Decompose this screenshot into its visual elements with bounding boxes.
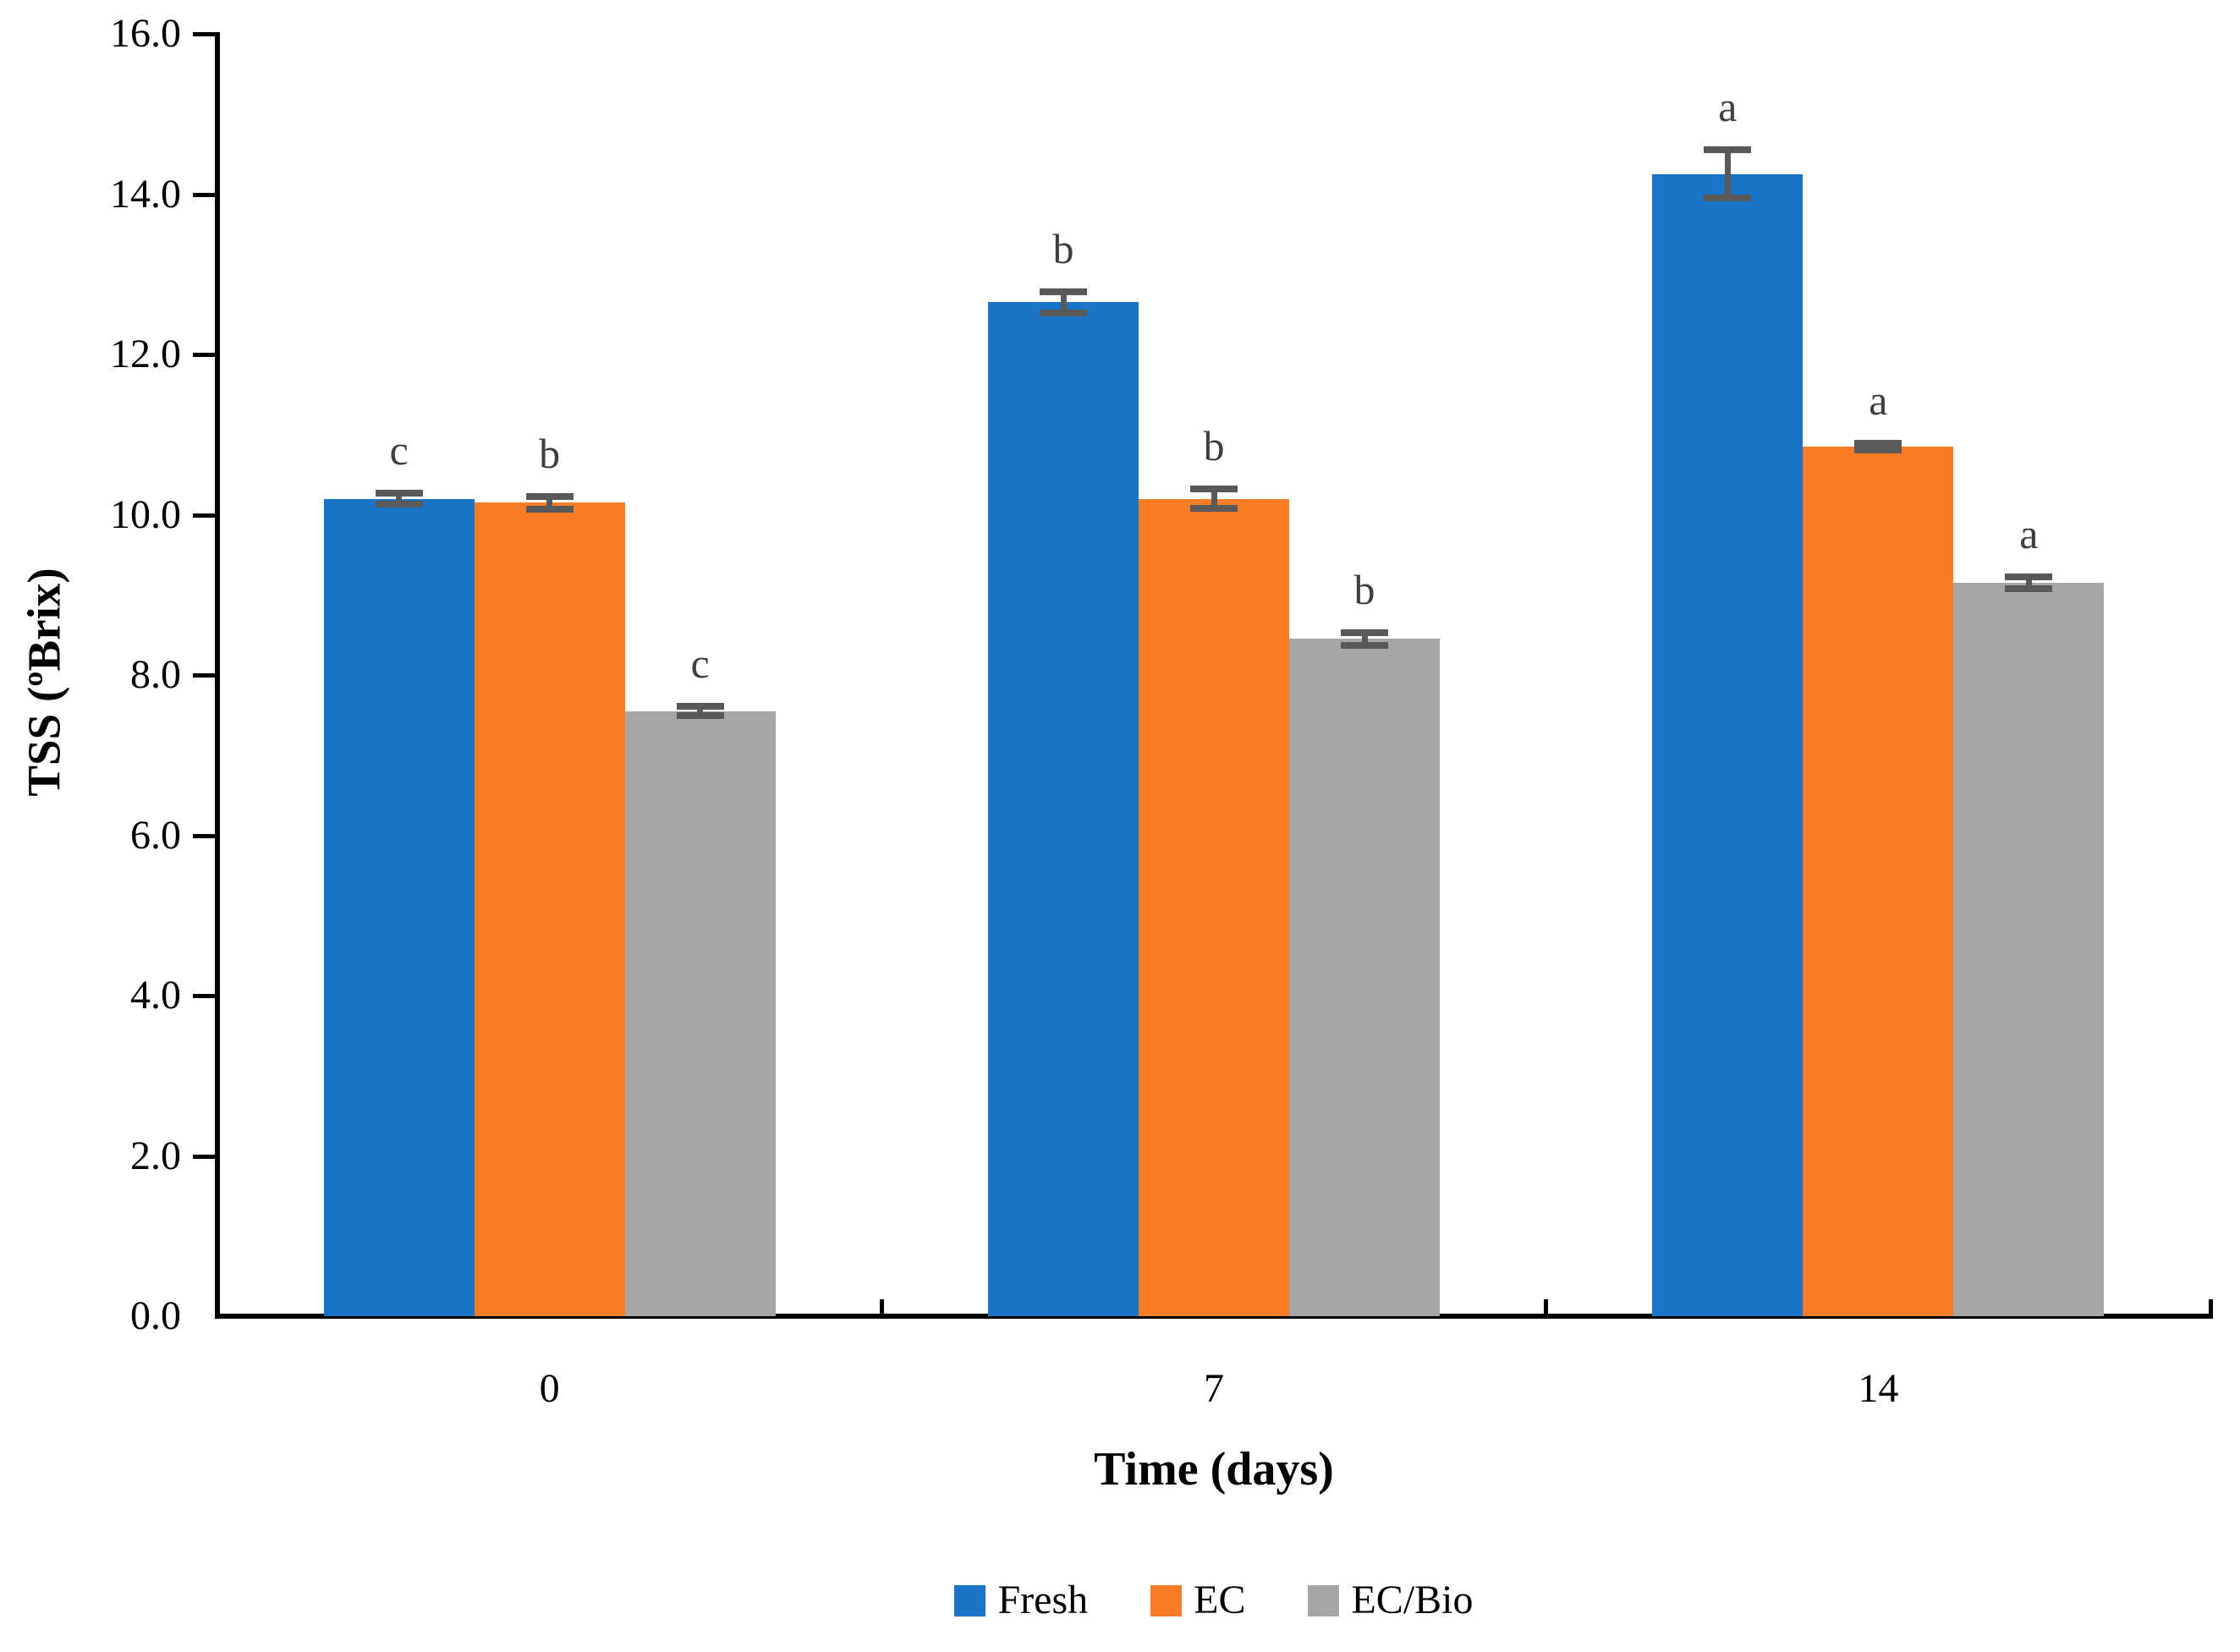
significance-letter: c — [690, 639, 710, 687]
legend-swatch-fresh — [954, 1584, 986, 1616]
significance-letter: b — [1353, 565, 1375, 613]
legend-label: Fresh — [997, 1578, 1089, 1622]
error-bar-cap — [1040, 288, 1087, 296]
x-axis-boundary-tick — [879, 1299, 884, 1316]
error-bar-cap — [525, 492, 574, 500]
x-category-label: 14 — [1858, 1366, 1899, 1411]
x-axis-title: Time (days) — [1094, 1443, 1334, 1496]
error-bar — [1211, 489, 1217, 508]
error-bar — [396, 492, 403, 505]
y-axis-tick — [193, 1154, 215, 1159]
bar-fresh-day-0 — [323, 498, 475, 1316]
error-bar — [2025, 577, 2032, 589]
y-tick-label: 10.0 — [110, 491, 181, 537]
x-category-label: 0 — [539, 1366, 560, 1411]
y-tick-label: 2.0 — [130, 1133, 181, 1178]
error-bar-cap — [1704, 195, 1752, 202]
error-bar-cap — [1704, 146, 1752, 154]
y-axis-tick — [193, 192, 215, 197]
error-bar-cap — [2005, 585, 2053, 592]
bar-ec-day-0 — [474, 502, 625, 1316]
y-tick-label: 4.0 — [130, 973, 181, 1018]
error-bar-cap — [1341, 641, 1388, 649]
error-bar — [1361, 632, 1368, 645]
error-bar-cap — [375, 501, 423, 508]
error-bar-cap — [1040, 309, 1087, 316]
legend-item-ec: EC — [1150, 1580, 1245, 1621]
error-bar — [697, 705, 704, 716]
legend-label: EC/Bio — [1351, 1578, 1474, 1622]
significance-letter: c — [389, 425, 409, 474]
bar-ec-bio-day-7 — [1289, 639, 1440, 1316]
error-bar — [1060, 292, 1067, 313]
bar-ec-bio-day-14 — [1953, 583, 2105, 1316]
y-tick-label: 14.0 — [110, 171, 181, 217]
significance-letter: a — [1869, 376, 1888, 425]
error-bar-cap — [2005, 574, 2053, 581]
bar-ec-bio-day-0 — [624, 711, 776, 1316]
y-axis-title: TSS (ºBrix) — [18, 568, 70, 797]
legend-item-fresh: Fresh — [954, 1580, 1088, 1621]
bar-fresh-day-14 — [1652, 173, 1804, 1316]
x-category-label: 7 — [1204, 1366, 1224, 1411]
y-tick-label: 0.0 — [130, 1293, 181, 1338]
x-axis-line — [215, 1314, 2213, 1319]
significance-letter: b — [539, 429, 561, 477]
legend-swatch-ec — [1150, 1584, 1183, 1616]
error-bar-cap — [1190, 504, 1238, 512]
error-bar-cap — [1854, 446, 1902, 453]
error-bar-cap — [1190, 486, 1238, 493]
y-axis-tick — [193, 513, 215, 518]
error-bar-cap — [676, 712, 724, 720]
bar-ec-day-14 — [1803, 446, 1954, 1316]
error-bar-cap — [375, 489, 423, 497]
legend-label: EC — [1194, 1578, 1246, 1622]
x-axis-boundary-tick — [1544, 1299, 1549, 1316]
y-axis-tick — [193, 32, 215, 36]
legend-item-ec-bio: EC/Bio — [1308, 1578, 1474, 1622]
y-axis-tick — [193, 833, 215, 838]
y-tick-label: 8.0 — [130, 652, 181, 697]
significance-letter: b — [1052, 225, 1074, 273]
error-bar — [546, 496, 553, 509]
y-axis-tick — [193, 353, 215, 357]
legend-swatch-ec-bio — [1308, 1584, 1340, 1616]
error-bar-cap — [525, 505, 574, 513]
significance-letter: a — [1718, 83, 1738, 131]
legend: Fresh EC EC/Bio — [217, 1580, 2210, 1621]
y-tick-label: 6.0 — [130, 812, 181, 858]
error-bar-cap — [1854, 440, 1902, 447]
y-tick-label: 12.0 — [110, 332, 181, 376]
y-axis-tick — [193, 994, 215, 998]
bar-fresh-day-7 — [988, 302, 1139, 1316]
error-bar-cap — [1341, 628, 1388, 636]
x-axis-boundary-tick — [2208, 1299, 2213, 1316]
y-tick-label: 16.0 — [110, 11, 181, 56]
significance-letter: b — [1203, 422, 1225, 470]
significance-letter: a — [2019, 510, 2039, 558]
error-bar — [1724, 150, 1731, 199]
y-axis-line — [215, 32, 220, 1319]
y-axis-tick — [193, 673, 215, 678]
error-bar-cap — [676, 702, 724, 710]
bar-ec-day-7 — [1139, 498, 1289, 1316]
